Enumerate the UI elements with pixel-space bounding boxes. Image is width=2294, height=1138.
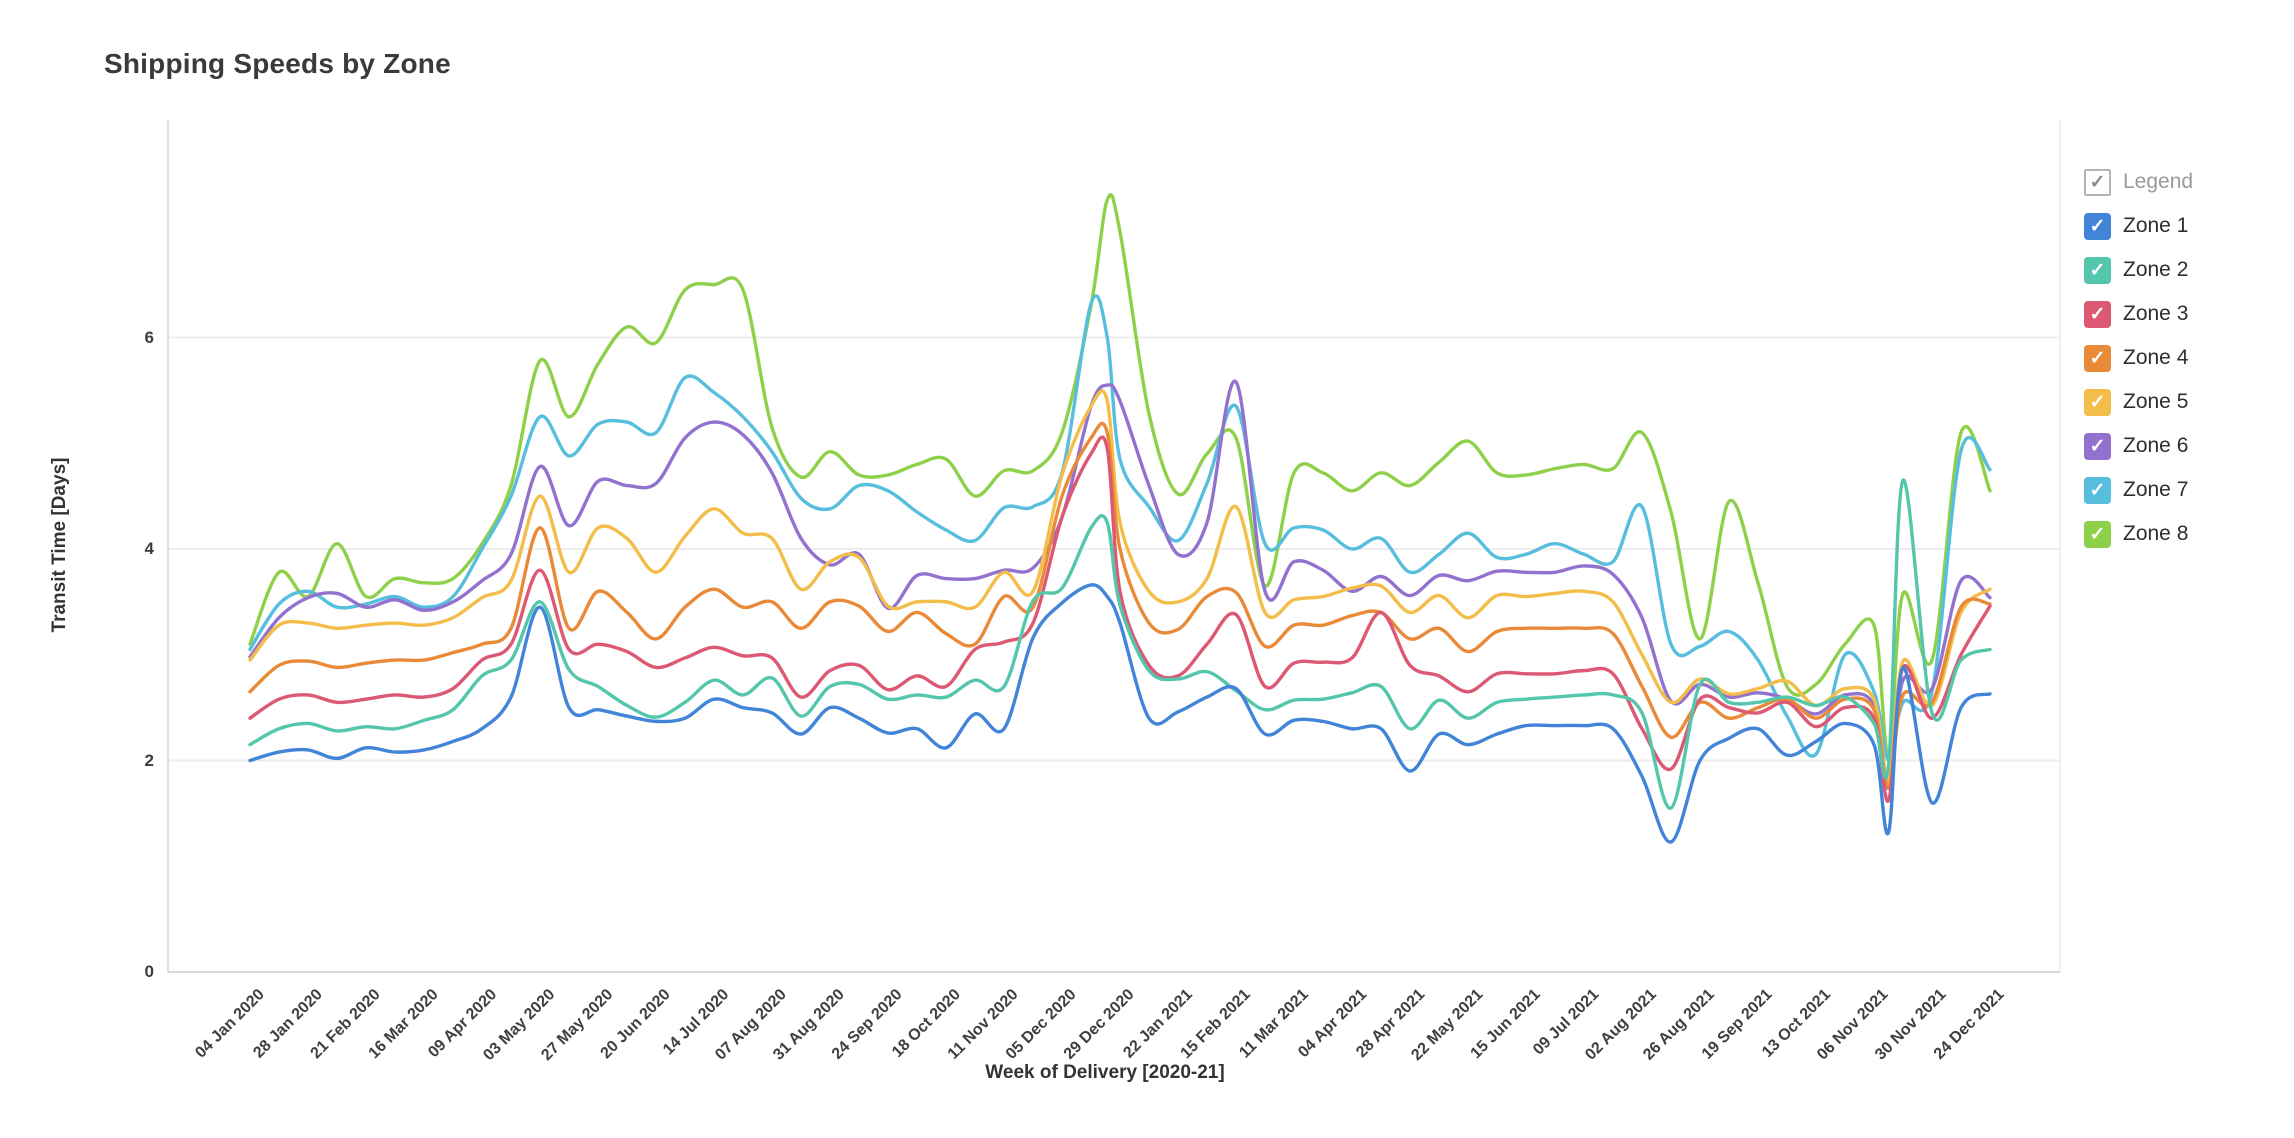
series-line-zone-1 xyxy=(248,583,1992,844)
y-axis-title: Transit Time [Days] xyxy=(49,457,70,633)
series-line-zone-4 xyxy=(248,421,1992,789)
legend-item-label: Zone 1 xyxy=(2123,214,2189,237)
legend-checkbox-icon[interactable]: ✓ xyxy=(2084,212,2111,240)
legend-item-zone-2[interactable]: ✓ Zone 2 xyxy=(2084,248,2193,292)
y-tick-label-2: 2 xyxy=(144,750,154,770)
legend-item-label: Zone 6 xyxy=(2123,434,2189,457)
series-line-zone-6 xyxy=(248,379,1992,790)
legend-item-label: Zone 4 xyxy=(2123,346,2189,369)
legend-item-zone-7[interactable]: ✓ Zone 7 xyxy=(2084,468,2193,512)
legend-checkbox-icon[interactable]: ✓ xyxy=(2084,388,2111,416)
y-tick-label-6: 6 xyxy=(144,327,154,347)
series-line-zone-3 xyxy=(248,435,1992,803)
legend-item-zone-6[interactable]: ✓ Zone 6 xyxy=(2084,424,2193,468)
legend-item-label: Zone 3 xyxy=(2123,302,2189,325)
legend-checkbox-icon[interactable]: ✓ xyxy=(2084,344,2111,372)
legend-panel: ✓ Legend ✓ Zone 1 ✓ Zone 2 ✓ Zone 3 ✓ Zone 4 ✓ Zo… xyxy=(2084,160,2193,556)
y-tick-label-0: 0 xyxy=(144,962,154,981)
legend-item-zone-8[interactable]: ✓ Zone 8 xyxy=(2084,512,2193,556)
legend-checkbox-icon[interactable]: ✓ xyxy=(2084,432,2111,460)
legend-item-zone-1[interactable]: ✓ Zone 1 xyxy=(2084,204,2193,248)
legend-header-label: Legend xyxy=(2123,170,2194,193)
legend-item-zone-3[interactable]: ✓ Zone 3 xyxy=(2084,292,2193,336)
legend-checkbox-icon[interactable]: ✓ xyxy=(2084,520,2111,548)
x-axis-title: Week of Delivery [2020-21] xyxy=(985,1062,1225,1083)
y-tick-label-4: 4 xyxy=(144,539,154,558)
legend-header[interactable]: ✓ Legend xyxy=(2084,160,2193,204)
legend-master-checkbox-icon[interactable]: ✓ xyxy=(2084,168,2111,196)
series-line-zone-2 xyxy=(248,478,1992,810)
legend-checkbox-icon[interactable]: ✓ xyxy=(2084,476,2111,504)
chart-title: Shipping Speeds by Zone xyxy=(104,48,451,79)
legend-item-label: Zone 2 xyxy=(2123,258,2189,281)
legend-item-label: Zone 7 xyxy=(2123,478,2189,501)
series-line-zone-5 xyxy=(248,389,1992,784)
legend-item-label: Zone 8 xyxy=(2123,522,2189,545)
series-line-zone-8 xyxy=(248,193,1992,757)
legend-item-zone-5[interactable]: ✓ Zone 5 xyxy=(2084,380,2193,424)
legend-checkbox-icon[interactable]: ✓ xyxy=(2084,300,2111,328)
legend-checkbox-icon[interactable]: ✓ xyxy=(2084,256,2111,284)
legend-item-zone-4[interactable]: ✓ Zone 4 xyxy=(2084,336,2193,380)
series-line-zone-7 xyxy=(248,294,1992,763)
legend-item-label: Zone 5 xyxy=(2123,390,2189,413)
